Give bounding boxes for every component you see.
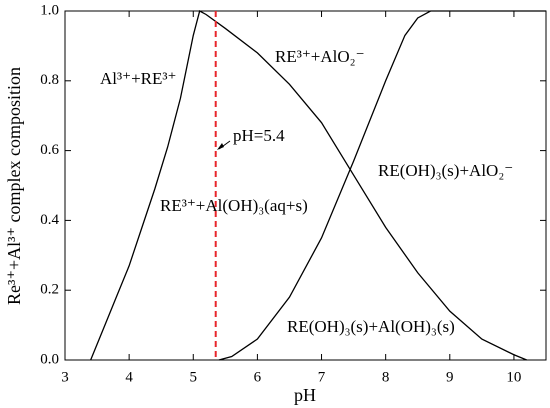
curve (218, 10, 546, 361)
y-axis-title: Re³⁺+Al³⁺ complex composition (4, 67, 24, 305)
annotation: RE(OH)₃(s)+AlO₂⁻ (378, 161, 513, 180)
y-tick-label: 0.2 (40, 282, 59, 298)
y-tick-label: 0.8 (40, 72, 59, 88)
x-tick-label: 4 (125, 369, 133, 385)
plot-frame (64, 10, 547, 361)
annotation: RE(OH)₃(s)+Al(OH)₃(s) (287, 317, 455, 336)
y-tick-label: 1.0 (40, 2, 59, 18)
x-tick-label: 8 (382, 369, 390, 385)
x-tick-label: 5 (190, 369, 198, 385)
annotation: RE³⁺+AlO₂⁻ (275, 47, 365, 66)
annotation: RE³⁺+Al(OH)₃(aq+s) (160, 196, 308, 215)
x-axis-title: pH (294, 385, 316, 405)
y-tick-label: 0.4 (40, 212, 59, 228)
y-tick-label: 0.6 (40, 142, 59, 158)
annotation: pH=5.4 (233, 126, 285, 145)
x-tick-label: 10 (506, 369, 521, 385)
x-tick-label: 7 (318, 369, 326, 385)
y-tick-label: 0.0 (40, 351, 59, 367)
x-tick-label: 3 (61, 369, 69, 385)
annotation: Al³⁺+RE³⁺ (100, 69, 176, 88)
x-tick-label: 6 (254, 369, 262, 385)
x-tick-label: 9 (446, 369, 454, 385)
arrow-head (217, 143, 224, 150)
